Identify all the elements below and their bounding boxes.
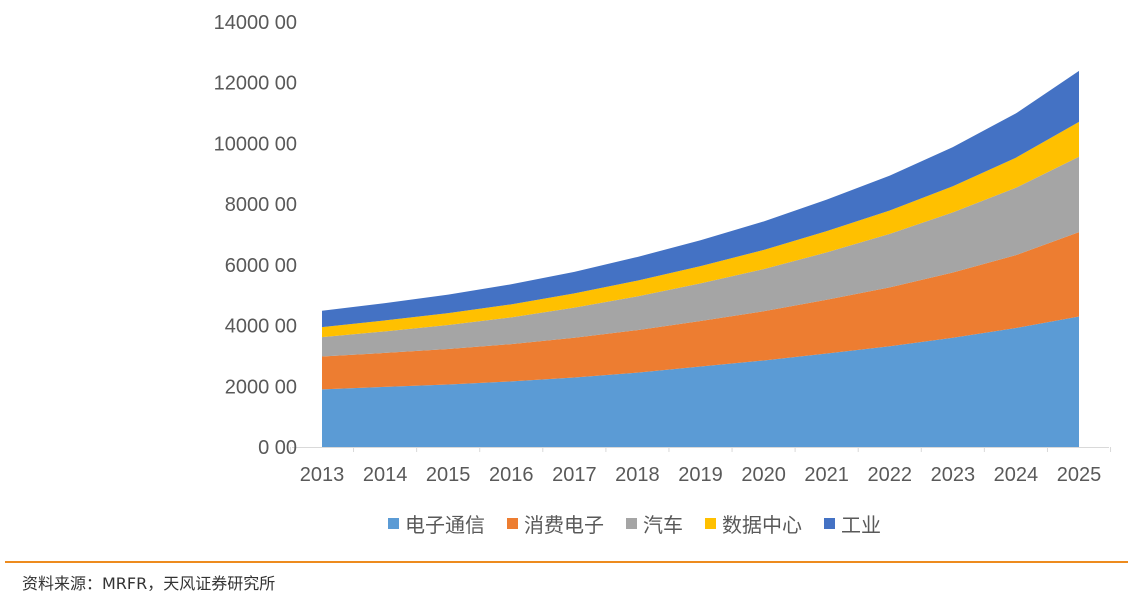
legend-label: 汽车 (643, 512, 683, 537)
y-axis-labels: 0 00 2000 00 4000 00 6000 00 8000 00 10000 00… (214, 12, 297, 459)
x-axis-labels: 2013 2014 2015 2016 2017 2018 2019 2020 2021 2022… (300, 464, 1102, 486)
x-tick-label: 2017 (552, 464, 597, 486)
legend-label: 消费电子 (524, 512, 604, 537)
x-tick-label: 2021 (804, 464, 849, 486)
legend-item: 消费电子 (507, 509, 604, 538)
y-tick-label: 8000 00 (225, 194, 297, 216)
source-note: 资料来源：MRFR，天风证券研究所 (22, 574, 276, 593)
area-series-2 (322, 232, 1079, 390)
stacked-area-chart: 0 00 2000 00 4000 00 6000 00 8000 00 10000 00… (214, 12, 1112, 486)
x-tick-label: 2020 (741, 464, 786, 486)
legend-item: 汽车 (626, 509, 683, 538)
area-layers (322, 70, 1079, 447)
x-tick-label: 2013 (300, 464, 345, 486)
x-tick-label: 2015 (426, 464, 471, 486)
area-series-1 (322, 316, 1079, 447)
legend-item: 工业 (824, 509, 881, 538)
x-tick-label: 2016 (489, 464, 534, 486)
x-axis-ticks (289, 447, 1112, 452)
y-tick-label: 6000 00 (225, 255, 297, 277)
x-tick-label: 2025 (1057, 464, 1102, 486)
legend-swatch (824, 517, 835, 529)
x-tick-label: 2023 (931, 464, 976, 486)
y-tick-label: 14000 00 (214, 12, 297, 34)
legend-swatch (705, 517, 716, 529)
legend-label: 工业 (841, 512, 881, 537)
area-series-5 (322, 70, 1079, 328)
x-tick-label: 2022 (868, 464, 913, 486)
legend-swatch (388, 517, 399, 529)
area-series-3 (322, 156, 1079, 357)
legend-swatch (626, 517, 637, 529)
y-tick-label: 12000 00 (214, 73, 297, 95)
legend-item: 数据中心 (705, 509, 802, 538)
x-tick-label: 2018 (615, 464, 660, 486)
y-tick-label: 10000 00 (214, 133, 297, 155)
footer-divider (5, 561, 1128, 563)
legend-item: 电子通信 (388, 509, 485, 538)
x-tick-label: 2014 (363, 464, 408, 486)
legend: 电子通信 消费电子 汽车 数据中心 工业 (388, 506, 903, 540)
y-tick-label: 0 00 (258, 437, 297, 459)
y-tick-label: 2000 00 (225, 376, 297, 398)
x-tick-label: 2019 (678, 464, 723, 486)
legend-label: 电子通信 (405, 512, 485, 537)
y-tick-label: 4000 00 (225, 316, 297, 338)
legend-swatch (507, 517, 518, 529)
x-tick-label: 2024 (994, 464, 1039, 486)
legend-label: 数据中心 (722, 512, 802, 537)
